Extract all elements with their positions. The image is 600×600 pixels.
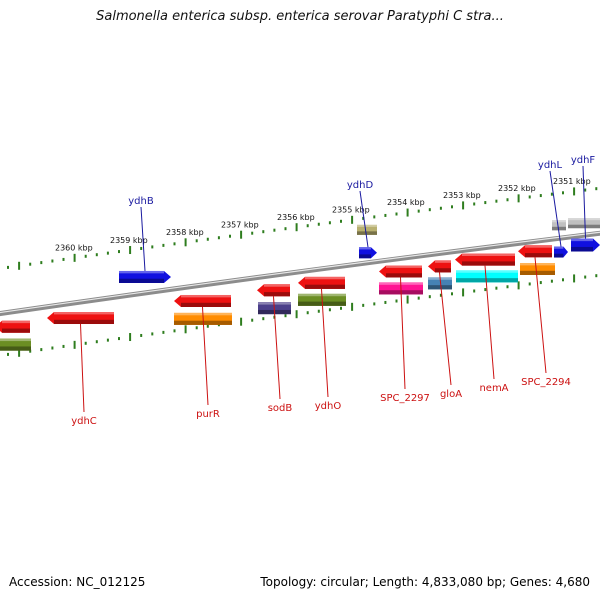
- gene-highlight: [520, 262, 555, 266]
- gene-highlight: [258, 302, 291, 305]
- gene-highlight: [571, 238, 593, 242]
- gene-shade: [462, 261, 515, 266]
- gene-highlight: [386, 265, 422, 268]
- gene-shade: [0, 346, 31, 351]
- ydhb-gene-label[interactable]: ydhB: [128, 196, 154, 207]
- spc-2294-gene-label[interactable]: SPC_2294: [521, 377, 571, 388]
- gene-shade: [456, 278, 518, 283]
- spc-2294-label-connector: [534, 257, 547, 374]
- gene-highlight: [0, 338, 31, 342]
- genome-backbone-highlight: [0, 231, 600, 314]
- gene-highlight: [435, 260, 451, 263]
- sodb-gene-label[interactable]: sodB: [268, 403, 293, 414]
- sodb-label-connector: [273, 296, 281, 400]
- gene-shade: [571, 246, 593, 252]
- tick-label: 2360 kbp: [55, 244, 93, 253]
- ydhc-label-connector: [80, 323, 85, 413]
- gene-shade: [264, 292, 290, 297]
- gene-shade: [386, 273, 422, 278]
- gene-shade: [554, 253, 564, 258]
- gene-shade: [54, 319, 114, 325]
- tick-label: 2354 kbp: [387, 198, 425, 207]
- gloa-label-connector: [439, 272, 452, 386]
- gene-shade: [359, 254, 371, 259]
- ydho-gene-label[interactable]: ydhO: [315, 401, 342, 412]
- ydhl-gene-label[interactable]: ydhL: [538, 160, 563, 171]
- gene-highlight: [305, 276, 345, 280]
- gene-highlight: [264, 284, 290, 287]
- gene-shade: [520, 270, 555, 275]
- gene-shade: [357, 231, 377, 235]
- gene-shade: [428, 285, 452, 290]
- ydhd-label-connector: [359, 190, 369, 248]
- purr-label-connector: [202, 306, 209, 406]
- gene-highlight: [462, 253, 515, 257]
- gene-highlight: [2, 320, 30, 324]
- ydhf-gene-label[interactable]: ydhF: [571, 155, 596, 166]
- tick-label: 2352 kbp: [498, 184, 536, 193]
- gene-highlight: [119, 270, 164, 274]
- genome-backbone: [0, 230, 600, 317]
- gloa-gene-label[interactable]: gloA: [440, 389, 462, 400]
- tick-label: 2359 kbp: [110, 236, 148, 245]
- gene-shade: [525, 253, 552, 258]
- gene-shade: [568, 224, 600, 229]
- gene-highlight: [357, 224, 377, 227]
- tick-labels: 2360 kbp 2359 kbp 2358 kbp 2357 kbp 2356 kbp…: [55, 177, 591, 253]
- gene-highlight: [552, 220, 566, 223]
- inner-tick-ring: [7, 274, 598, 357]
- nema-gene-label[interactable]: nemA: [479, 383, 508, 394]
- ydhf-label-connector: [582, 165, 586, 239]
- ydhd-gene-label[interactable]: ydhD: [347, 180, 374, 191]
- gene-shade: [552, 226, 566, 231]
- tick-label: 2353 kbp: [443, 191, 481, 200]
- gene-highlight: [359, 247, 371, 250]
- outer-tick-ring: [7, 187, 598, 270]
- ydhb-label-connector: [140, 206, 146, 271]
- gene-shade: [119, 278, 164, 283]
- nema-label-connector: [484, 265, 495, 380]
- ydhl-label-connector: [549, 170, 562, 247]
- page-title: Salmonella enterica subsp. enterica sero…: [96, 9, 504, 24]
- tick-label: 2357 kbp: [221, 220, 259, 229]
- gene-highlight: [554, 246, 564, 249]
- gene-highlight: [456, 270, 518, 273]
- gene-highlight: [54, 312, 114, 315]
- gene-highlight: [568, 218, 600, 221]
- gene-shade: [2, 328, 30, 333]
- tick-label: 2356 kbp: [277, 213, 315, 222]
- gene-shade: [181, 302, 231, 307]
- purr-gene-label[interactable]: purR: [196, 409, 220, 420]
- gene-shade: [305, 284, 345, 289]
- feature-labels: ydhB ydhD ydhL ydhF ydhC purR sodB ydhO SPC_2297…: [71, 155, 595, 427]
- genome-summary-text: Topology: circular; Length: 4,833,080 bp…: [260, 575, 590, 589]
- features: [0, 218, 600, 351]
- ydhc-gene-label[interactable]: ydhC: [71, 416, 97, 427]
- gene-highlight: [525, 245, 552, 248]
- accession-text: Accession: NC_012125: [9, 575, 146, 589]
- tick-label: 2351 kbp: [553, 177, 591, 186]
- gene-highlight: [181, 294, 231, 298]
- tick-label: 2355 kbp: [332, 205, 370, 214]
- spc-2297-label-connector: [400, 277, 406, 390]
- tick-label: 2358 kbp: [166, 228, 204, 237]
- ydho-label-connector: [321, 288, 329, 398]
- gene-shade: [435, 268, 451, 273]
- spc-2297-gene-label[interactable]: SPC_2297: [380, 393, 430, 404]
